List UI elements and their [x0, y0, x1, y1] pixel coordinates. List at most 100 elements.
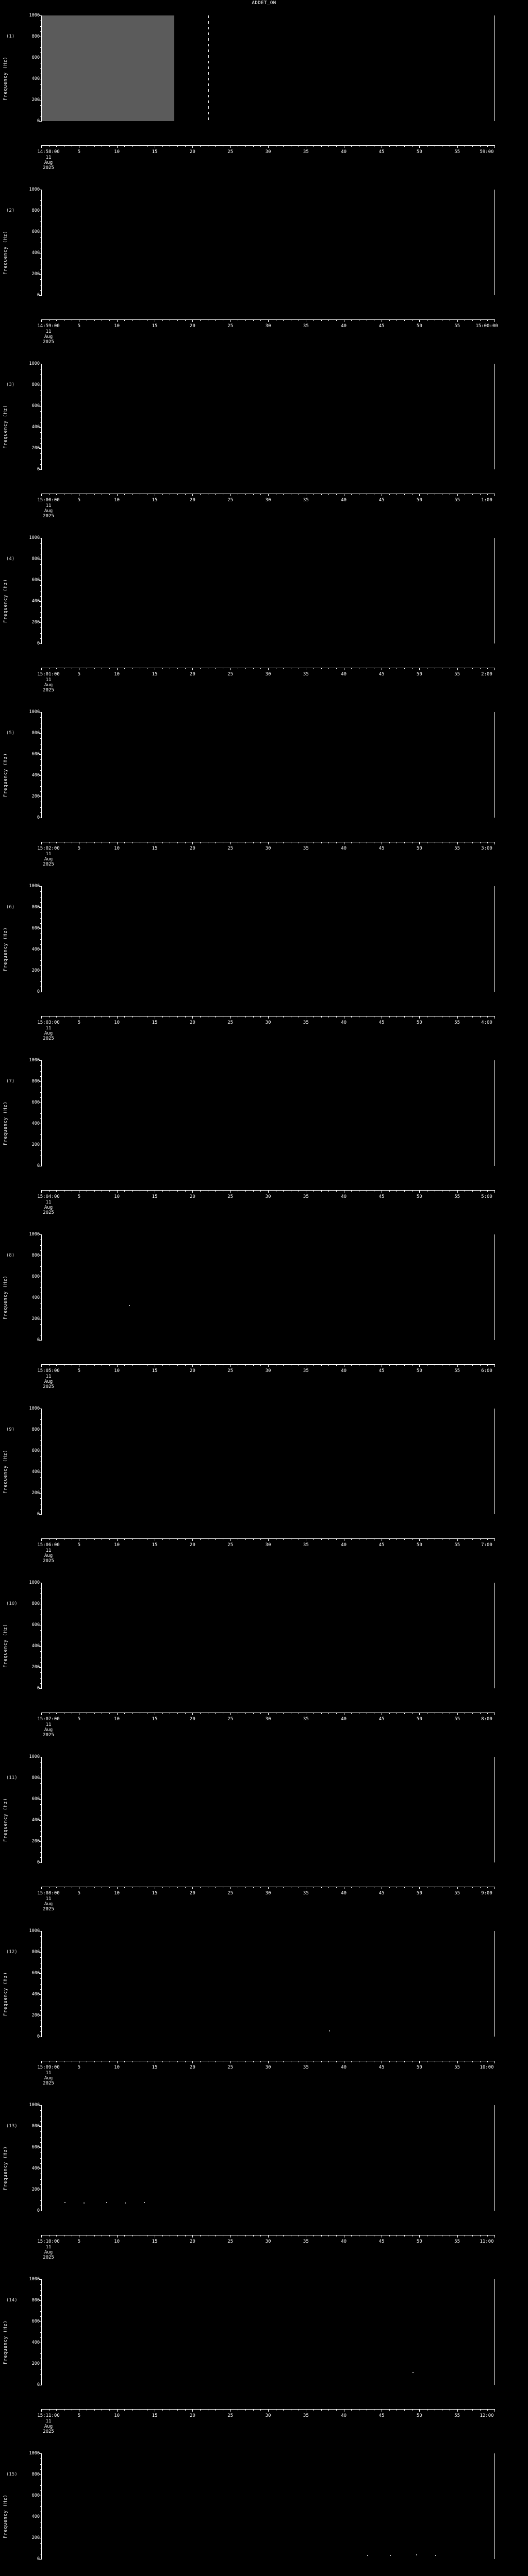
- x-tick-mark: [328, 842, 329, 843]
- date-line: 2025: [43, 688, 54, 693]
- x-tick-mark: [457, 494, 458, 496]
- x-tick-label: 30: [265, 2065, 271, 2070]
- plot-area[interactable]: 0 200 400 600 800 1000: [29, 1580, 495, 1691]
- x-tick-label: 50: [416, 1543, 422, 1548]
- plot-area[interactable]: 0 200 400 600 800 1000: [29, 13, 495, 124]
- y-tick-label: 800: [31, 1427, 40, 1432]
- spectrogram-panel[interactable]: (4) Frequency (Hz) 0 200 400 600 800 1000 15:01:…: [0, 528, 528, 702]
- x-tick-label: 35: [303, 1543, 309, 1548]
- date-line: Aug: [44, 1902, 53, 1907]
- y-tick-mark: [39, 712, 42, 713]
- x-tick-mark: [419, 668, 420, 670]
- x-tick-label: 25: [227, 2239, 234, 2244]
- x-tick-mark: [328, 145, 329, 147]
- x-tick-mark: [132, 1887, 133, 1888]
- x-tick-mark: [328, 1713, 329, 1714]
- x-tick-mark: [283, 842, 284, 843]
- x-tick-mark: [192, 319, 193, 322]
- x-axis-start-label: 15:05:00: [37, 1368, 60, 1374]
- spectrogram-panel[interactable]: (13) Frequency (Hz) 0 200 400 600 800 1000 15:10…: [0, 2095, 528, 2269]
- plot-area[interactable]: 0 200 400 600 800 1000: [29, 2451, 495, 2562]
- y-tick-mark-minor: [40, 2163, 42, 2164]
- y-tick-label: 200: [31, 1142, 40, 1147]
- y-tick-mark-minor: [40, 1509, 42, 1510]
- y-tick-mark-minor: [40, 564, 42, 565]
- x-tick-mark: [230, 2409, 231, 2412]
- x-tick-mark: [321, 1364, 322, 1366]
- x-tick-mark: [457, 2061, 458, 2063]
- x-tick-mark: [177, 1190, 178, 1192]
- x-tick-label: 5: [77, 1194, 81, 1199]
- x-tick-mark: [389, 1538, 390, 1540]
- spectrogram-panel[interactable]: (14) Frequency (Hz) 0 200 400 600 800 1000 15:11…: [0, 2269, 528, 2443]
- x-tick-mark: [351, 1190, 352, 1192]
- y-tick-mark: [39, 1688, 42, 1689]
- y-tick-mark-minor: [40, 1989, 42, 1990]
- plot-area[interactable]: 0 200 400 600 800 1000: [29, 1928, 495, 2039]
- y-tick-label: 800: [31, 382, 40, 387]
- y-axis-label: Frequency (Hz): [3, 927, 8, 971]
- x-tick-mark: [109, 2409, 110, 2411]
- x-tick-mark: [185, 1713, 186, 1714]
- x-tick-label: 30: [265, 498, 271, 503]
- x-tick-mark: [351, 842, 352, 843]
- plot-area[interactable]: 0 200 400 600 800 1000: [29, 2277, 495, 2387]
- x-tick-mark: [487, 494, 488, 495]
- plot-area[interactable]: 0 200 400 600 800 1000: [29, 1058, 495, 1168]
- spectrogram-panel[interactable]: (7) Frequency (Hz) 0 200 400 600 800 1000 15:04:…: [0, 1050, 528, 1224]
- y-tick-label: 400: [31, 250, 40, 256]
- spectrogram-panel[interactable]: (12) Frequency (Hz) 0 200 400 600 800 1000 15:09…: [0, 1921, 528, 2095]
- x-tick-label: 5: [77, 2065, 81, 2070]
- x-tick-label: 10: [114, 149, 120, 155]
- x-tick-label: 45: [378, 149, 385, 155]
- spectrogram-panel[interactable]: (1) Frequency (Hz) 0 200 400 600 800 1000 14:58:…: [0, 5, 528, 179]
- y-tick-mark-minor: [40, 2010, 42, 2011]
- y-axis-label: Frequency (Hz): [3, 1449, 8, 1494]
- x-tick-mark: [177, 1887, 178, 1888]
- x-tick-mark: [192, 494, 193, 496]
- x-tick-mark: [215, 145, 216, 147]
- date-line: 11: [45, 1896, 52, 1902]
- x-tick-label: 30: [265, 846, 271, 851]
- x-tick-label: 20: [189, 672, 195, 677]
- x-tick-mark: [94, 319, 95, 321]
- x-tick-label: 45: [378, 1543, 385, 1548]
- spectrogram-panel[interactable]: (10) Frequency (Hz) 0 200 400 600 800 1000 15:07…: [0, 1572, 528, 1747]
- plot-area[interactable]: 0 200 400 600 800 1000: [29, 1754, 495, 1865]
- y-tick-mark-minor: [40, 633, 42, 634]
- x-tick-mark: [245, 1713, 246, 1714]
- y-tick-mark-minor: [40, 31, 42, 32]
- plot-area[interactable]: 0 200 400 600 800 1000: [29, 884, 495, 994]
- x-tick-mark: [200, 319, 201, 321]
- spectrogram-panel[interactable]: (11) Frequency (Hz) 0 200 400 600 800 1000 15:08…: [0, 1747, 528, 1921]
- x-tick-label: 40: [341, 324, 347, 329]
- spectrogram-panel[interactable]: (15)Frequency (Hz)0200400600800100015:12…: [0, 2443, 528, 2576]
- y-tick-mark-minor: [40, 432, 42, 433]
- plot-area[interactable]: 0 200 400 600 800 1000: [29, 187, 495, 298]
- x-tick-mark: [192, 2235, 193, 2238]
- y-tick-mark-minor: [40, 2142, 42, 2143]
- spectrogram-panel[interactable]: (3) Frequency (Hz) 0 200 400 600 800 1000 15:00:…: [0, 353, 528, 528]
- plot-area[interactable]: 0 200 400 600 800 1000: [29, 2103, 495, 2213]
- x-tick-mark: [48, 1713, 50, 1714]
- y-tick-mark-minor: [40, 2031, 42, 2032]
- spectrogram-panel[interactable]: (9) Frequency (Hz) 0 200 400 600 800 1000 15:06:…: [0, 1398, 528, 1572]
- x-tick-mark: [48, 2235, 50, 2236]
- plot-area[interactable]: 0 200 400 600 800 1000: [29, 361, 495, 472]
- spectrogram-panel[interactable]: (2) Frequency (Hz) 0 200 400 600 800 1000 14:59:…: [0, 179, 528, 353]
- y-tick-mark-minor: [40, 279, 42, 280]
- spectrogram-panel[interactable]: (5) Frequency (Hz) 0 200 400 600 800 1000 15:02:…: [0, 702, 528, 876]
- plot-area[interactable]: 0 200 400 600 800 1000: [29, 1406, 495, 1517]
- plot-area[interactable]: 0 200 400 600 800 1000: [29, 1232, 495, 1343]
- y-tick-label: 1000: [29, 361, 40, 366]
- x-tick-mark: [124, 2409, 125, 2411]
- x-tick-mark: [230, 842, 231, 844]
- x-tick-mark: [389, 2235, 390, 2236]
- plot-area[interactable]: 0 200 400 600 800 1000: [29, 709, 495, 820]
- date-line: 11: [45, 1722, 52, 1727]
- spectrogram-panel[interactable]: (6) Frequency (Hz) 0 200 400 600 800 1000 15:03:…: [0, 876, 528, 1050]
- spectrogram-panel[interactable]: (8) Frequency (Hz) 0 200 400 600 800 1000 15:05:…: [0, 1224, 528, 1398]
- y-tick-label: 1000: [29, 187, 40, 192]
- plot-area[interactable]: 0 200 400 600 800 1000: [29, 535, 495, 646]
- x-tick-mark: [419, 1364, 420, 1367]
